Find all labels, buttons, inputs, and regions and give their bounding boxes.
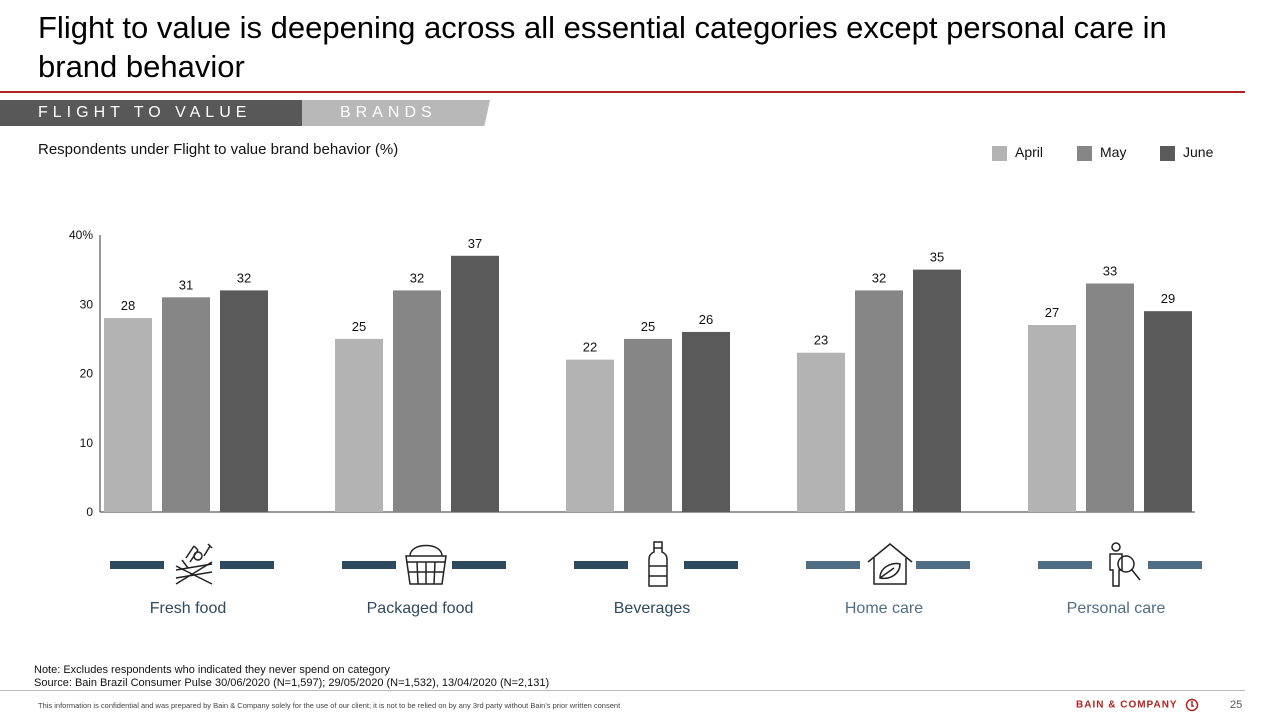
data-label: 29 (1161, 291, 1175, 306)
category-label: Fresh food (149, 600, 227, 617)
legend-swatch-april (992, 146, 1007, 161)
legend-label-april: April (1015, 144, 1044, 160)
bottle-icon (648, 541, 668, 587)
category-packaged-food: Packaged food (342, 540, 512, 620)
bar-june-0 (220, 290, 268, 512)
note-text: Note: Excludes respondents who indicated… (34, 664, 390, 676)
bar-april-4 (1028, 325, 1076, 512)
category-line-right (220, 561, 274, 569)
bar-april-0 (104, 318, 152, 512)
home-leaf-icon (867, 543, 913, 585)
category-label: Packaged food (366, 600, 474, 617)
bar-april-2 (566, 359, 614, 512)
y-tick-label: 30 (80, 297, 94, 311)
tab-flight-to-value[interactable]: FLIGHT TO VALUE (0, 100, 310, 126)
category-line-right (684, 561, 738, 569)
category-line-right (452, 561, 506, 569)
basket-icon (405, 544, 447, 585)
fresh-food-icon (175, 543, 213, 585)
category-label: Personal care (1066, 600, 1166, 617)
data-label: 26 (699, 312, 713, 327)
page-number: 25 (1230, 699, 1243, 711)
category-line-left (342, 561, 396, 569)
bar-may-0 (162, 297, 210, 512)
category-line-right (916, 561, 970, 569)
data-label: 31 (179, 277, 193, 292)
data-label: 23 (814, 333, 828, 348)
data-label: 37 (468, 236, 482, 251)
legend-swatch-may (1077, 146, 1092, 161)
bar-april-3 (797, 352, 845, 512)
bar-chart: 0 10 20 30 40% 28 31 32 25 32 37 22 25 26 23 32 35 27 33 29 (69, 228, 1195, 519)
data-label: 27 (1045, 305, 1059, 320)
logo-circle-icon (1185, 698, 1199, 712)
bar-june-3 (913, 269, 961, 512)
bar-may-2 (624, 338, 672, 512)
category-fresh-food: Fresh food (110, 540, 280, 620)
bar-may-3 (855, 290, 903, 512)
category-label: Beverages (613, 600, 691, 617)
footer-divider (0, 690, 1245, 691)
category-home-care: Home care (806, 540, 976, 620)
confidential-notice: This information is confidential and was… (38, 701, 621, 710)
page-title: Flight to value is deepening across all … (38, 10, 1167, 84)
chart-subtitle: Respondents under Flight to value brand … (38, 141, 399, 158)
legend-label-june: June (1183, 144, 1214, 160)
bar-june-4 (1144, 311, 1192, 512)
data-label: 32 (872, 270, 886, 285)
bar-april-1 (335, 338, 383, 512)
y-tick-label: 0 (86, 505, 93, 519)
person-search-icon (1109, 542, 1141, 587)
category-line-right (1148, 561, 1202, 569)
chart-notes: Note: Excludes respondents who indicated… (34, 664, 549, 690)
logo-text: BAIN & COMPANY (1076, 699, 1178, 711)
source-text: Source: Bain Brazil Consumer Pulse 30/06… (34, 677, 550, 689)
legend-swatch-june (1160, 146, 1175, 161)
y-tick-label: 10 (80, 436, 94, 450)
data-label: 33 (1103, 263, 1117, 278)
bar-june-1 (451, 255, 499, 512)
data-label: 25 (352, 319, 366, 334)
data-label: 22 (583, 340, 597, 355)
category-label: Home care (844, 600, 924, 617)
bain-logo: BAIN & COMPANY (1076, 698, 1199, 712)
bar-may-4 (1086, 283, 1134, 512)
data-label: 35 (930, 250, 944, 265)
legend-label-may: May (1100, 144, 1127, 160)
tab-brands[interactable]: BRANDS (302, 100, 490, 126)
y-tick-label: 20 (80, 367, 94, 381)
category-line-left (806, 561, 860, 569)
data-label: 32 (410, 270, 424, 285)
y-tick-label: 40% (69, 228, 93, 242)
title-divider (0, 91, 1245, 93)
category-line-left (1038, 561, 1092, 569)
data-label: 28 (121, 298, 135, 313)
bar-may-1 (393, 290, 441, 512)
category-beverages: Beverages (574, 540, 744, 620)
category-personal-care: Personal care (1038, 540, 1208, 620)
bar-june-2 (682, 331, 730, 512)
category-line-left (574, 561, 628, 569)
data-label: 25 (641, 319, 655, 334)
category-line-left (110, 561, 164, 569)
data-label: 32 (237, 270, 251, 285)
